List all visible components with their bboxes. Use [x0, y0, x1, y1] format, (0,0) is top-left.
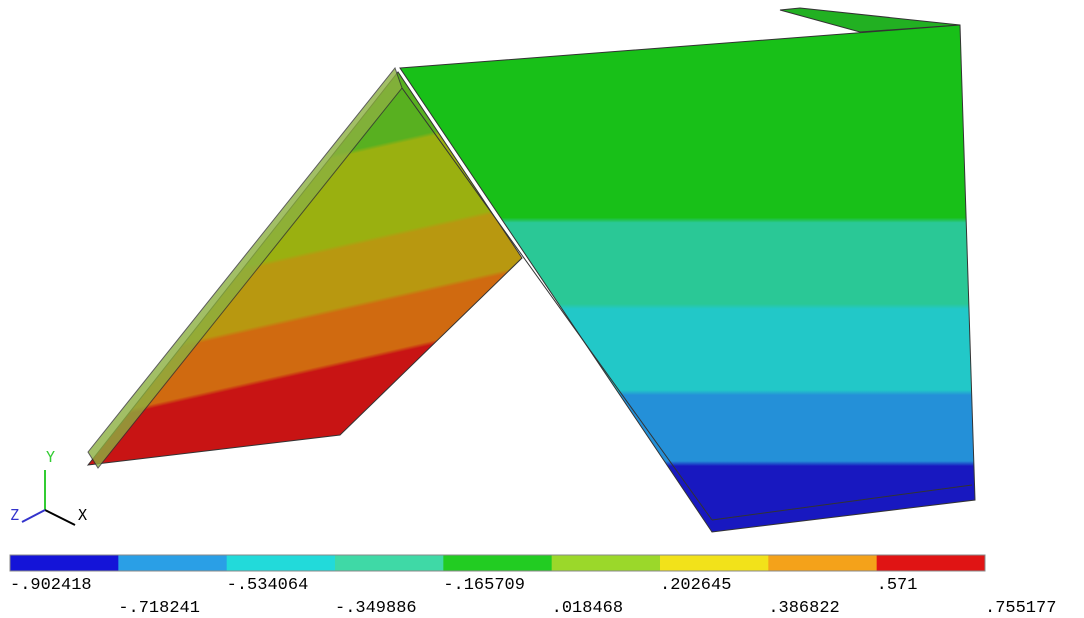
page: {"legend": { "colors": ["#1414d8", "#2a9…	[0, 0, 1084, 618]
legend-swatch	[877, 555, 986, 571]
legend-label: .202645	[660, 576, 731, 595]
legend-label: -.902418	[10, 576, 92, 595]
legend-label: -.718241	[118, 599, 200, 618]
legend-swatch	[552, 555, 661, 571]
legend-label: .755177	[985, 599, 1056, 618]
model	[88, 8, 975, 532]
legend-label: .018468	[552, 599, 623, 618]
legend-swatch	[227, 555, 336, 571]
legend-label: -.349886	[335, 599, 417, 618]
viewport: Y X Z -.902418-.718241-.534064-.349886-.…	[0, 0, 1084, 618]
legend-swatch	[660, 555, 769, 571]
triad: Y X Z	[10, 448, 87, 525]
legend-label: .571	[877, 576, 918, 595]
x-axis	[45, 510, 75, 525]
legend-swatch	[335, 555, 444, 571]
y-label: Y	[46, 448, 55, 466]
legend-swatch	[443, 555, 552, 571]
z-axis	[22, 510, 45, 522]
legend-label: -.165709	[443, 576, 525, 595]
x-label: X	[78, 506, 87, 524]
legend-label: -.534064	[227, 576, 309, 595]
legend-swatch	[118, 555, 227, 571]
legend-swatch	[768, 555, 877, 571]
legend: -.902418 -.718241 -.534064 -.349886 -.165709…	[10, 555, 1056, 618]
z-label: Z	[10, 506, 19, 524]
legend-label: .386822	[768, 599, 839, 618]
legend-swatch	[10, 555, 119, 571]
